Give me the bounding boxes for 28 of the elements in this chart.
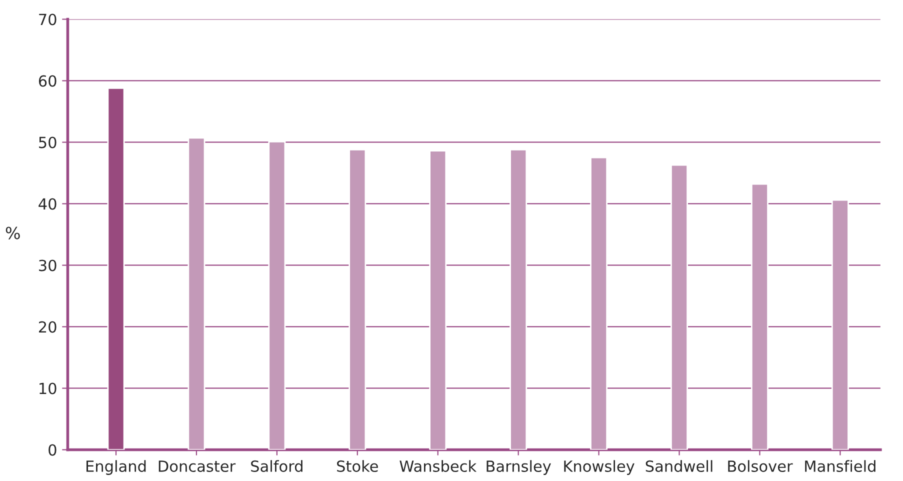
bar: [510, 148, 528, 450]
bar: [268, 140, 286, 450]
y-tick-label: 20: [38, 321, 56, 333]
x-tick-label: Stoke: [337, 460, 378, 472]
x-tick-label: Sandwell: [646, 460, 712, 472]
y-tick-label: 70: [39, 14, 56, 26]
bar: [590, 156, 608, 450]
x-tick-label: Wansbeck: [400, 460, 477, 472]
bar: [670, 164, 688, 450]
x-tick-label: Mansfield: [805, 460, 876, 472]
bar: [429, 150, 447, 450]
x-tick-label: Barnsley: [486, 460, 551, 475]
x-tick-label: Bolsover: [728, 460, 793, 472]
x-tick-label: Doncaster: [158, 460, 236, 472]
y-tick-label: 30: [39, 260, 56, 272]
y-tick-label: 60: [38, 75, 56, 87]
y-tick-label: 0: [48, 444, 56, 456]
x-tick-label: Salford: [251, 460, 302, 472]
bar: [188, 137, 206, 450]
x-tick-label: England: [86, 460, 146, 475]
x-tick-label: Knowsley: [564, 460, 634, 475]
y-tick-label: 10: [40, 382, 56, 394]
bar: [348, 148, 366, 450]
bar: [750, 183, 768, 450]
y-axis-title: %: [6, 226, 20, 240]
y-tick-label: 40: [38, 198, 56, 210]
bar: [831, 199, 849, 450]
y-tick-label: 50: [39, 136, 56, 148]
